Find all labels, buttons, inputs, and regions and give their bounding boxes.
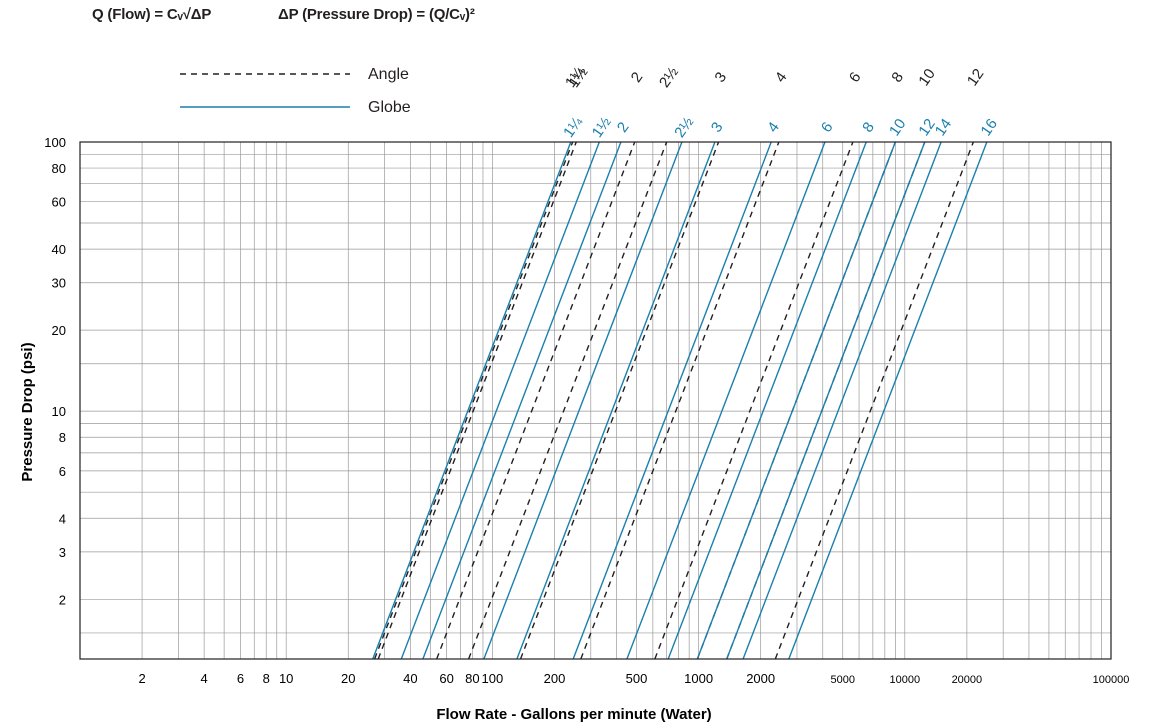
plot-frame xyxy=(79,141,1112,660)
globe-line-4 xyxy=(572,141,772,660)
globe-line-6 xyxy=(626,141,826,660)
x-tick-label: 10 xyxy=(279,671,293,686)
globe-line-16 xyxy=(788,141,988,660)
angle-label-12: 12 xyxy=(964,66,987,89)
globe-label-1¼: 1¼ xyxy=(560,114,586,141)
globe-label-3: 3 xyxy=(708,119,727,136)
globe-line-14 xyxy=(742,141,942,660)
flow-formula: Q (Flow) = Cᵥ√ΔP xyxy=(92,6,212,23)
x-tick-label: 2000 xyxy=(746,671,775,686)
angle-label-2: 2 xyxy=(628,69,647,86)
x-tick-label: 1000 xyxy=(684,671,713,686)
angle-line-6 xyxy=(654,141,854,660)
globe-label-1½: 1½ xyxy=(589,114,615,141)
y-tick-label: 60 xyxy=(52,195,66,210)
x-tick-label: 80 xyxy=(465,671,479,686)
legend: Angle Globe xyxy=(180,66,411,116)
y-tick-label: 2 xyxy=(59,592,66,607)
angle-line-4 xyxy=(580,141,780,660)
globe-line-8 xyxy=(667,141,867,660)
x-tick-label: 200 xyxy=(544,671,566,686)
x-axis-title: Flow Rate - Gallons per minute (Water) xyxy=(436,706,711,723)
globe-label-2: 2 xyxy=(614,119,633,136)
angle-label-3: 3 xyxy=(712,69,731,86)
x-tick-label: 100 xyxy=(482,671,504,686)
y-tick-label: 8 xyxy=(59,430,66,445)
y-tick-label: 10 xyxy=(52,404,66,419)
x-tick-label: 5000 xyxy=(830,674,854,686)
x-tick-label: 40 xyxy=(403,671,417,686)
angle-line-1¼ xyxy=(373,141,574,660)
pressure-drop-formula: ΔP (Pressure Drop) = (Q/Cᵥ)² xyxy=(278,6,475,23)
globe-label-10: 10 xyxy=(886,116,909,139)
x-tick-label: 20 xyxy=(341,671,355,686)
angle-label-10: 10 xyxy=(915,66,938,89)
globe-line-1¼ xyxy=(372,141,572,660)
globe-label-16: 16 xyxy=(977,116,1000,139)
x-tick-label: 60 xyxy=(439,671,453,686)
y-tick-label: 3 xyxy=(59,545,66,560)
globe-line-2 xyxy=(422,141,622,660)
x-tick-label: 20000 xyxy=(952,674,983,686)
series-lines xyxy=(372,141,988,660)
globe-line-3 xyxy=(516,141,716,660)
x-tick-label: 10000 xyxy=(890,674,921,686)
globe-line-2½ xyxy=(483,141,683,660)
x-tick-label: 8 xyxy=(263,671,270,686)
y-tick-label: 40 xyxy=(52,242,66,257)
globe-label-2½: 2½ xyxy=(671,114,697,141)
angle-label-8: 8 xyxy=(888,69,907,86)
globe-label-8: 8 xyxy=(859,119,878,136)
globe-label-14: 14 xyxy=(932,116,955,139)
angle-label-2½: 2½ xyxy=(656,64,682,91)
globe-line-12 xyxy=(726,141,926,660)
y-tick-label: 4 xyxy=(59,511,66,526)
angle-label-4: 4 xyxy=(772,69,791,86)
grid xyxy=(80,142,1111,659)
y-tick-label: 20 xyxy=(52,323,66,338)
y-tick-label: 80 xyxy=(52,161,66,176)
angle-line-3 xyxy=(519,141,720,660)
angle-line-2½ xyxy=(467,141,668,660)
angle-label-6: 6 xyxy=(846,69,865,86)
globe-label-6: 6 xyxy=(818,119,837,136)
x-tick-label: 6 xyxy=(237,671,244,686)
y-axis-title: Pressure Drop (psi) xyxy=(19,342,36,481)
legend-label-angle: Angle xyxy=(368,66,409,83)
angle-line-12 xyxy=(774,141,975,660)
globe-line-1½ xyxy=(400,141,600,660)
globe-label-12: 12 xyxy=(915,116,938,139)
y-tick-labels: 2 3 4 6 8 10 20 30 40 60 80 100 xyxy=(44,135,66,607)
x-tick-labels: 2 4 6 8 10 20 40 60 80 100 200 500 1000 2000 5000 10000… xyxy=(138,671,1129,686)
globe-line-10 xyxy=(696,141,897,660)
angle-line-2 xyxy=(436,141,636,660)
x-tick-label: 4 xyxy=(201,671,208,686)
x-tick-label: 2 xyxy=(138,671,145,686)
legend-label-globe: Globe xyxy=(368,99,411,116)
y-tick-label: 6 xyxy=(59,464,66,479)
angle-line-1½ xyxy=(377,141,577,660)
x-tick-label: 500 xyxy=(626,671,648,686)
x-tick-label: 100000 xyxy=(1093,674,1130,686)
y-tick-label: 100 xyxy=(44,135,66,150)
y-tick-label: 30 xyxy=(52,276,66,291)
globe-label-4: 4 xyxy=(764,119,783,136)
